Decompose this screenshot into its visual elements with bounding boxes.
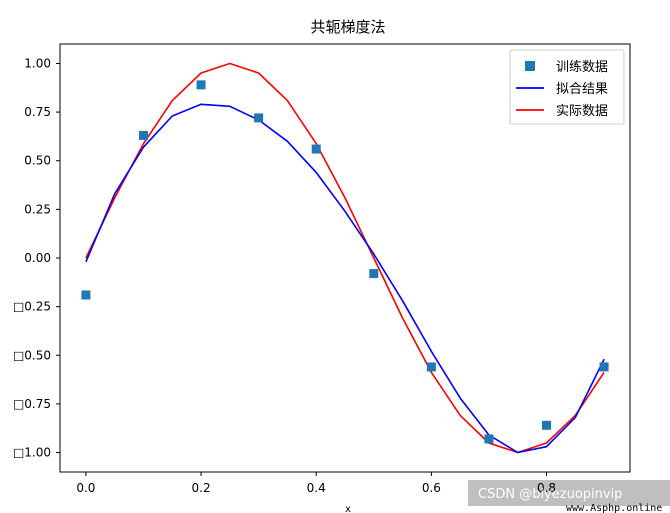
data-point — [599, 362, 609, 372]
data-point — [542, 420, 552, 430]
y-axis: 1.00 0.75 0.50 0.25 0.00 □0.25 □0.50 □0.75 □1.00 — [13, 56, 60, 460]
y-tick-label: 0.25 — [24, 202, 51, 216]
x-tick-label: 0.6 — [422, 481, 441, 495]
legend-label: 实际数据 — [556, 104, 608, 119]
watermark: CSDN @biyezuopinvip www.Asphp.online — [468, 480, 670, 513]
y-tick-label: □0.50 — [13, 348, 51, 362]
data-point — [484, 434, 494, 444]
x-tick-label: 0.2 — [192, 481, 211, 495]
x-axis: 0.0 0.2 0.4 0.6 0.8 — [76, 472, 556, 495]
series-line-1 — [85, 103, 605, 454]
legend-label: 训练数据 — [556, 60, 608, 75]
y-tick-label: 0.00 — [24, 251, 51, 265]
chart-title: 共轭梯度法 — [310, 18, 385, 36]
x-axis-label: x — [345, 504, 351, 513]
y-tick-label: 0.50 — [24, 154, 51, 168]
x-tick-label: 0.8 — [537, 481, 556, 495]
data-point — [254, 113, 264, 123]
legend-label: 拟合结果 — [556, 82, 608, 97]
y-tick-label: 1.00 — [24, 56, 51, 70]
data-point — [196, 80, 206, 90]
data-point — [369, 269, 379, 279]
plot-area — [81, 62, 609, 454]
data-point — [426, 362, 436, 372]
watermark-band — [468, 480, 670, 506]
x-tick-label: 0.4 — [307, 481, 326, 495]
data-point — [81, 290, 91, 300]
watermark-site: www.Asphp.online — [566, 503, 662, 513]
y-tick-label: 0.75 — [24, 105, 51, 119]
y-tick-label: □1.00 — [13, 446, 51, 460]
y-tick-label: □0.25 — [13, 300, 51, 314]
y-tick-label: □0.75 — [13, 397, 51, 411]
watermark-text: CSDN @biyezuopinvip — [478, 487, 622, 502]
legend-marker — [525, 61, 535, 71]
x-tick-label: 0.0 — [76, 481, 95, 495]
data-point — [311, 144, 321, 154]
legend-box — [509, 49, 625, 125]
data-point — [138, 130, 148, 140]
